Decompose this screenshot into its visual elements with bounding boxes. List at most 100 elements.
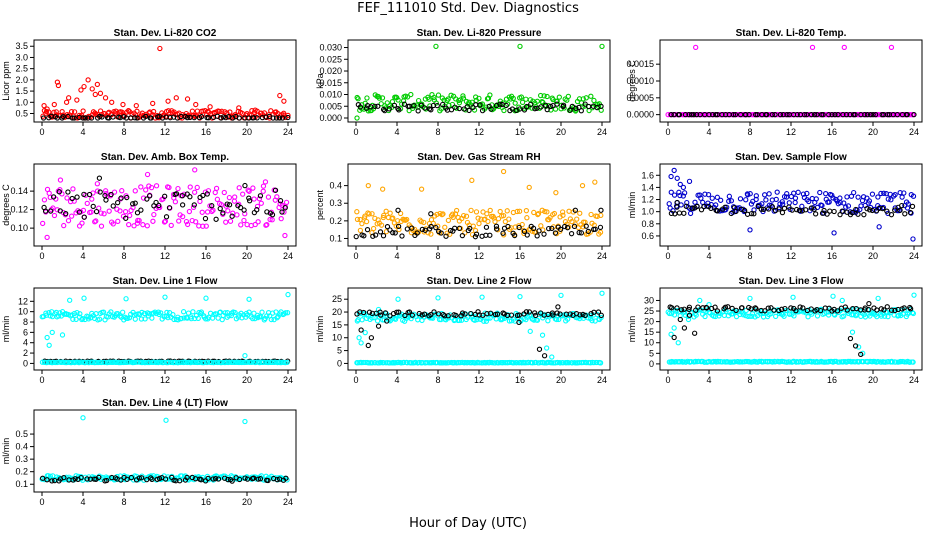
plot-frame (347, 287, 611, 371)
data-point (203, 223, 209, 229)
data-point (369, 211, 375, 217)
data-point (165, 108, 172, 114)
data-point (693, 312, 699, 318)
data-point (746, 111, 752, 118)
data-point (588, 310, 594, 317)
data-point (847, 111, 853, 118)
data-point (209, 208, 215, 215)
data-point (536, 105, 543, 111)
data-point (544, 106, 550, 113)
data-point (445, 217, 452, 224)
x-tick-label: 0 (353, 251, 358, 261)
data-point (452, 104, 458, 110)
data-point (459, 232, 466, 239)
data-point (71, 109, 78, 115)
data-point (739, 305, 745, 311)
data-point (500, 212, 507, 219)
data-point (534, 317, 541, 323)
y-tick-label: 10 (644, 338, 654, 348)
data-point (489, 360, 495, 366)
data-point (539, 99, 545, 105)
data-point (728, 198, 735, 204)
outlier-point (517, 43, 523, 49)
data-point (357, 104, 364, 110)
data-point (428, 231, 434, 237)
data-point (132, 316, 138, 322)
outlier-point (365, 342, 371, 349)
data-point (428, 107, 434, 113)
data-point (845, 358, 851, 365)
data-point (172, 199, 179, 205)
data-point (150, 218, 156, 224)
data-point (517, 106, 523, 112)
data-point (674, 305, 680, 311)
y-tick-label: 1.5 (15, 86, 28, 96)
data-point (819, 202, 825, 209)
y-tick-label: 0.8 (641, 219, 654, 229)
data-point (65, 189, 71, 195)
data-point (459, 310, 466, 316)
y-tick-label: 5 (337, 346, 342, 356)
data-point (52, 359, 58, 366)
data-point (155, 309, 162, 315)
data-series (39, 415, 290, 483)
data-point (274, 476, 280, 483)
data-point (502, 219, 509, 225)
y-tick-label: 1.0 (641, 207, 654, 217)
data-point (278, 216, 284, 222)
data-point (533, 312, 539, 319)
data-point (230, 210, 236, 216)
data-point (837, 308, 844, 314)
data-point (363, 218, 370, 225)
data-point (709, 111, 716, 118)
data-point (272, 187, 279, 193)
outlier-point (123, 296, 129, 302)
data-series (354, 359, 604, 366)
data-point (488, 106, 494, 112)
x-tick-label: 4 (706, 375, 711, 385)
data-point (514, 360, 520, 366)
data-point (164, 309, 170, 316)
x-tick-label: 8 (121, 375, 126, 385)
data-point (688, 111, 695, 118)
data-point (910, 359, 916, 365)
data-point (387, 210, 393, 216)
data-point (783, 194, 790, 200)
outlier-point (63, 99, 70, 105)
data-point (221, 189, 227, 196)
data-point (768, 311, 774, 317)
x-tick-label: 16 (827, 251, 837, 261)
data-point (263, 114, 269, 120)
outlier-point (747, 295, 753, 301)
data-point (419, 226, 426, 233)
x-tick-label: 12 (160, 497, 170, 507)
data-point (492, 360, 498, 366)
data-point (885, 196, 891, 202)
data-point (494, 311, 501, 317)
outlier-point (109, 99, 115, 105)
data-point (445, 313, 451, 319)
outlier-point (49, 329, 55, 336)
data-point (163, 214, 170, 220)
data-point (209, 203, 215, 209)
data-point (391, 102, 398, 109)
data-point (453, 207, 460, 214)
data-point (219, 317, 225, 323)
data-point (393, 223, 399, 229)
data-point (434, 211, 440, 218)
data-point (191, 114, 197, 121)
data-point (827, 208, 833, 214)
data-point (781, 313, 787, 319)
data-point (824, 211, 830, 217)
x-tick-label: 20 (242, 375, 252, 385)
data-point (191, 202, 197, 208)
data-point (678, 202, 684, 208)
data-point (685, 313, 692, 320)
data-point (519, 221, 525, 228)
data-point (465, 359, 471, 366)
data-point (571, 223, 578, 229)
data-point (65, 113, 71, 120)
y-tick-label: 8 (23, 317, 28, 327)
data-point (210, 476, 216, 482)
data-point (232, 309, 238, 316)
